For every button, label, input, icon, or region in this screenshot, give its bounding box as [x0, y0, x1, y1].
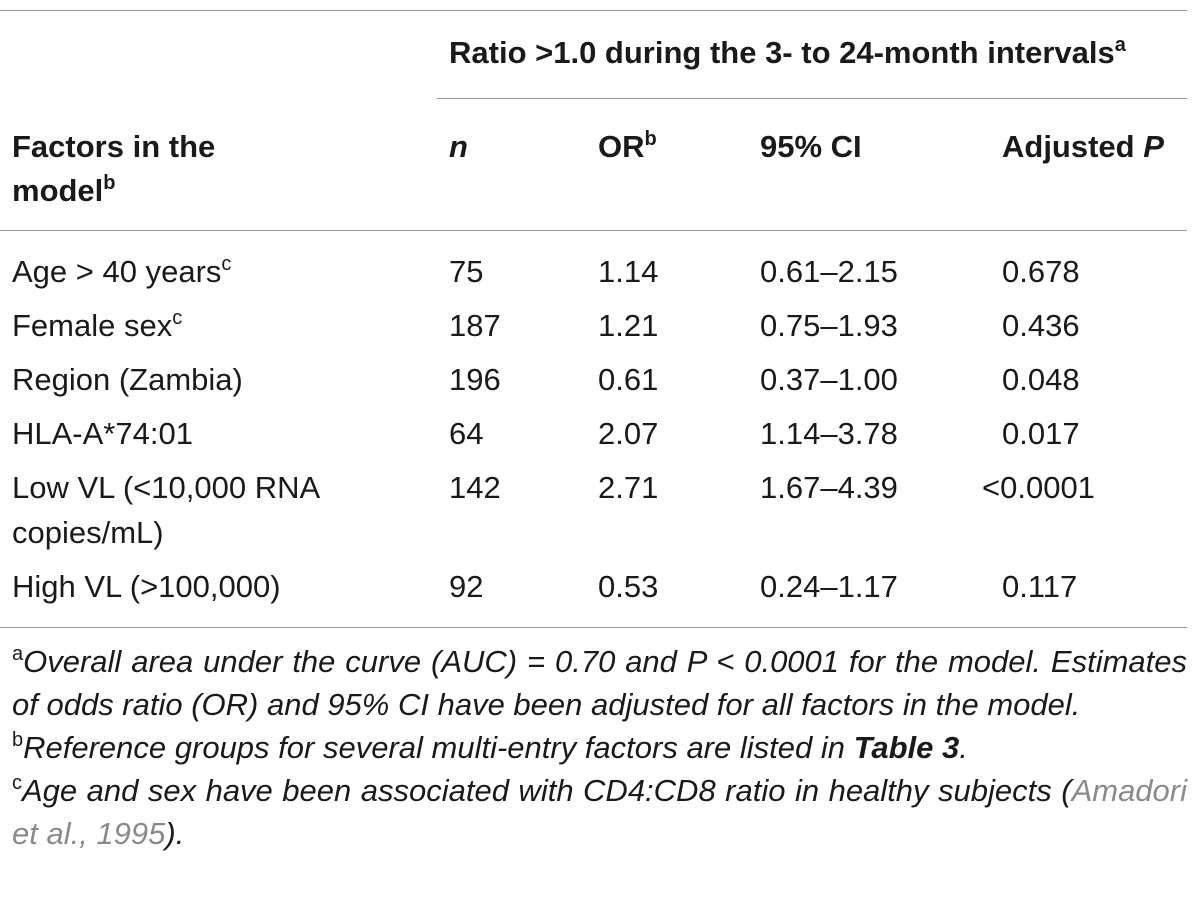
citation-link[interactable]: Amadori et al., 1995	[12, 773, 1187, 851]
row-or: 1.14	[598, 254, 659, 289]
table-3-link[interactable]: Table 3	[853, 730, 960, 765]
row-or: 2.07	[598, 416, 659, 451]
row-ci: 0.24–1.17	[760, 569, 898, 604]
row-n: 64	[449, 416, 484, 451]
row-p: <0.0001	[982, 470, 1095, 505]
row-or: 0.53	[598, 569, 659, 604]
table-bottom-rule	[0, 627, 1187, 628]
row-n: 142	[449, 470, 501, 505]
footnotes: aOverall area under the curve (AUC) = 0.…	[12, 640, 1187, 855]
row-n: 187	[449, 308, 501, 343]
header-factors: Factors in the	[12, 129, 216, 164]
header-or: ORb	[598, 128, 657, 164]
row-ci: 0.61–2.15	[760, 254, 898, 289]
footnote-c: cAge and sex have been associated with C…	[12, 772, 1187, 851]
row-factor: Age > 40 yearsc	[12, 253, 232, 289]
footnote-a: aOverall area under the curve (AUC) = 0.…	[12, 643, 1187, 722]
row-n: 196	[449, 362, 501, 397]
header-ci: 95% CI	[760, 129, 862, 164]
row-p: 0.678	[1002, 254, 1080, 289]
row-p: 0.436	[1002, 308, 1080, 343]
row-factor: Low VL (<10,000 RNA	[12, 470, 321, 505]
row-n: 75	[449, 254, 484, 289]
spanner-rule	[437, 98, 1187, 99]
row-or: 1.21	[598, 308, 659, 343]
row-p: 0.048	[1002, 362, 1080, 397]
row-ci: 1.14–3.78	[760, 416, 898, 451]
row-factor: Female sexc	[12, 307, 183, 343]
row-or: 2.71	[598, 470, 659, 505]
row-factor: HLA-A*74:01	[12, 416, 193, 451]
row-ci: 0.75–1.93	[760, 308, 898, 343]
header-bottom-rule	[0, 230, 1187, 231]
header-adjusted-p: Adjusted P	[1002, 129, 1164, 164]
row-p: 0.017	[1002, 416, 1080, 451]
footnote-b: bReference groups for several multi-entr…	[12, 729, 968, 765]
row-ci: 1.67–4.39	[760, 470, 898, 505]
table-spanner-heading: Ratio >1.0 during the 3- to 24-month int…	[449, 34, 1126, 70]
row-factor: High VL (>100,000)	[12, 569, 281, 604]
header-n: n	[449, 129, 468, 164]
table-top-rule	[0, 10, 1187, 11]
row-factor-line2: copies/mL)	[12, 515, 164, 550]
row-n: 92	[449, 569, 484, 604]
row-p: 0.117	[1002, 569, 1078, 604]
header-factors-line2: modelb	[12, 172, 116, 208]
row-or: 0.61	[598, 362, 659, 397]
row-ci: 0.37–1.00	[760, 362, 898, 397]
row-factor: Region (Zambia)	[12, 362, 243, 397]
